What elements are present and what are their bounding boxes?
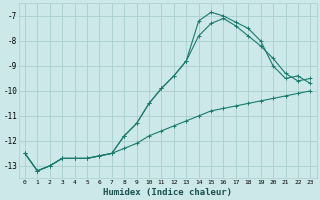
X-axis label: Humidex (Indice chaleur): Humidex (Indice chaleur) bbox=[103, 188, 232, 197]
